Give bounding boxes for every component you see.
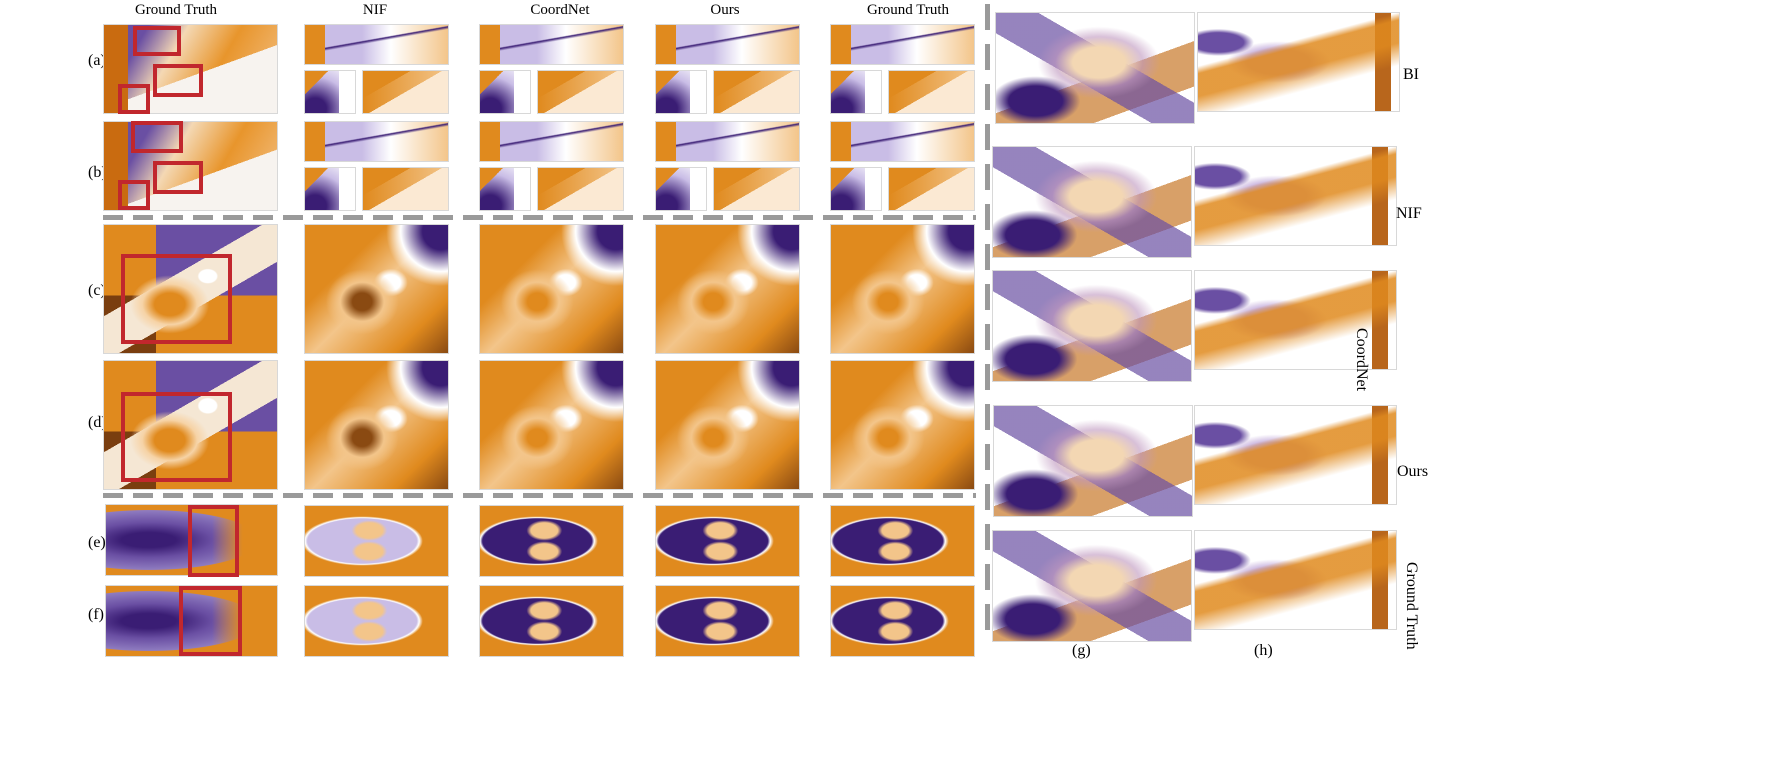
column-header-ground-truth-right: Ground Truth [866, 2, 950, 18]
row-label-a: (a) [88, 52, 106, 69]
panel-b-ours-zoom-large [713, 167, 800, 211]
panel-e-ours [655, 505, 800, 577]
row-label-b: (b) [88, 164, 107, 181]
volume-g-coordnet [992, 270, 1192, 382]
row-label-c: (c) [88, 282, 106, 299]
label-h: (h) [1254, 642, 1273, 659]
panel-a-ours-zoom-large [713, 70, 800, 114]
zoom-box-b-2 [153, 161, 203, 194]
zoom-box-a-2 [153, 64, 203, 97]
volume-g-ours [993, 405, 1193, 517]
panel-a-nif-zoom-small [304, 70, 356, 114]
method-label-ground-truth: Ground Truth [1403, 562, 1420, 650]
panel-a-coordnet-zoom-large [537, 70, 624, 114]
zoom-box-b-3 [118, 180, 150, 210]
panel-b-nif-main [304, 121, 449, 162]
volume-g-bi [995, 12, 1195, 124]
zoom-box-a-3 [118, 84, 150, 114]
volume-h-nif [1194, 146, 1397, 246]
panel-d-ground-truth [103, 360, 278, 490]
panel-a-ground-truth-right-zoom-large [888, 70, 975, 114]
zoom-box-d [121, 392, 232, 482]
panel-f-ours [655, 585, 800, 657]
volume-g-nif [992, 146, 1192, 258]
panel-b-nif-zoom-large [362, 167, 449, 211]
panel-a-coordnet-zoom-small [479, 70, 531, 114]
method-label-nif: NIF [1396, 205, 1422, 222]
column-header-ours: Ours [710, 2, 740, 18]
column-header-ground-truth-left: Ground Truth [134, 2, 218, 18]
column-header-coordnet: CoordNet [530, 2, 590, 18]
panel-a-nif-zoom-large [362, 70, 449, 114]
panel-a-nif-main [304, 24, 449, 65]
panel-a-ground-truth-right-zoom-small [830, 70, 882, 114]
panel-c-ours [655, 224, 800, 354]
panel-e-ground-truth-right [830, 505, 975, 577]
panel-c-coordnet [479, 224, 624, 354]
volume-g-ground-truth [992, 530, 1192, 642]
panel-f-ground-truth-right [830, 585, 975, 657]
panel-b-coordnet-zoom-small [479, 167, 531, 211]
panel-b-ours-zoom-small [655, 167, 707, 211]
zoom-box-c [121, 254, 232, 344]
panel-b-ours-main [655, 121, 800, 162]
zoom-box-e [188, 505, 239, 577]
panel-d-ground-truth-right [830, 360, 975, 490]
volume-h-coordnet [1194, 270, 1397, 370]
vertical-separator [985, 4, 990, 644]
panel-f-nif [304, 585, 449, 657]
panel-a-ground-truth [103, 24, 278, 114]
panel-b-ground-truth-right-main [830, 121, 975, 162]
panel-d-ours [655, 360, 800, 490]
separator-2 [103, 493, 976, 498]
panel-d-nif [304, 360, 449, 490]
row-label-d: (d) [88, 414, 107, 431]
panel-b-coordnet-zoom-large [537, 167, 624, 211]
method-label-ours: Ours [1397, 463, 1429, 480]
zoom-box-b-1 [131, 121, 183, 153]
panel-b-coordnet-main [479, 121, 624, 162]
panel-e-coordnet [479, 505, 624, 577]
zoom-box-a-1 [133, 26, 181, 56]
volume-h-bi [1197, 12, 1400, 112]
zoom-box-f [179, 586, 242, 656]
panel-b-nif-zoom-small [304, 167, 356, 211]
panel-c-nif [304, 224, 449, 354]
panel-c-ground-truth-right [830, 224, 975, 354]
panel-b-ground-truth-right-zoom-large [888, 167, 975, 211]
panel-e-nif [304, 505, 449, 577]
column-header-nif: NIF [362, 2, 388, 18]
panel-d-coordnet [479, 360, 624, 490]
volume-h-ours [1194, 405, 1397, 505]
separator-1 [103, 215, 976, 220]
row-label-f: (f) [88, 606, 104, 623]
label-g: (g) [1072, 642, 1091, 659]
panel-a-coordnet-main [479, 24, 624, 65]
panel-a-ours-main [655, 24, 800, 65]
panel-a-ground-truth-right-main [830, 24, 975, 65]
panel-b-ground-truth-right-zoom-small [830, 167, 882, 211]
panel-f-ground-truth [105, 585, 278, 657]
volume-h-ground-truth [1194, 530, 1397, 630]
method-label-coordnet: CoordNet [1353, 328, 1370, 392]
panel-c-ground-truth [103, 224, 278, 354]
method-label-bi: BI [1403, 66, 1419, 83]
panel-a-ours-zoom-small [655, 70, 707, 114]
row-label-e: (e) [88, 534, 106, 551]
panel-f-coordnet [479, 585, 624, 657]
